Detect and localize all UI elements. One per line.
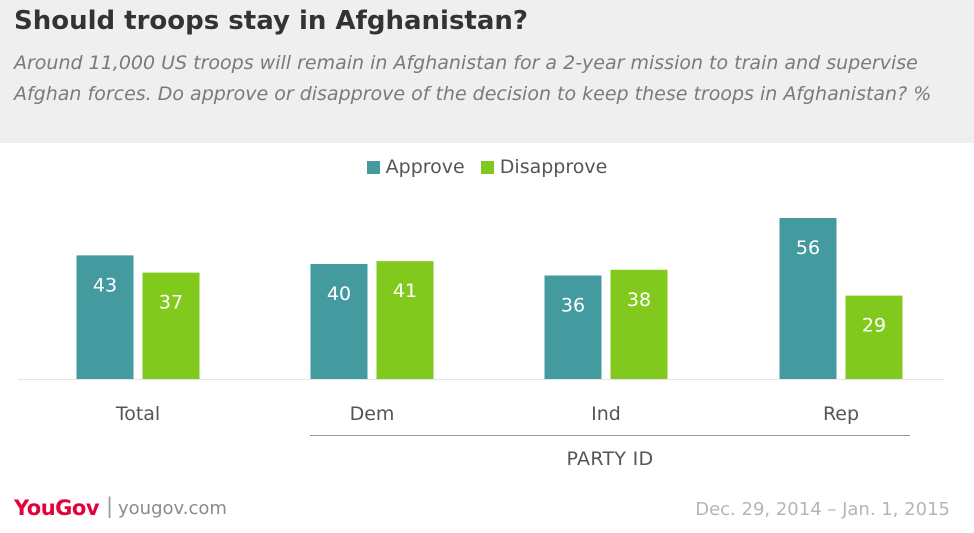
bar-approve-total [76, 255, 134, 379]
data-label-disapprove-ind: 38 [627, 289, 651, 311]
bar-disapprove-dem [376, 261, 434, 379]
data-label-approve-total: 43 [93, 274, 117, 296]
category-label-ind: Ind [591, 403, 621, 425]
legend-label-approve: Approve [385, 156, 465, 178]
footer-site-link[interactable]: yougov.com [118, 498, 227, 519]
bar-disapprove-rep [845, 295, 903, 379]
party-id-label: PARTY ID [566, 448, 654, 470]
category-label-dem: Dem [350, 403, 395, 425]
legend-item-approve: Approve [366, 156, 465, 178]
chart-header: Should troops stay in Afghanistan? Aroun… [0, 0, 974, 143]
data-label-approve-dem: 40 [327, 283, 351, 305]
bar-approve-ind [544, 275, 602, 379]
survey-date-range: Dec. 29, 2014 – Jan. 1, 2015 [695, 499, 950, 520]
category-label-total: Total [115, 403, 160, 425]
yougov-logo: YouGov [14, 496, 100, 520]
bar-approve-rep [779, 218, 837, 379]
legend-item-disapprove: Disapprove [480, 156, 608, 178]
bar-approve-dem [310, 264, 368, 379]
data-label-disapprove-dem: 41 [393, 280, 417, 302]
chart-title: Should troops stay in Afghanistan? [14, 6, 528, 36]
bar-disapprove-ind [610, 269, 668, 379]
bar-disapprove-total [142, 272, 200, 379]
legend-swatch-approve [366, 161, 380, 174]
legend-label-disapprove: Disapprove [499, 156, 608, 178]
chart-legend: Approve Disapprove [0, 156, 974, 178]
data-label-approve-rep: 56 [796, 237, 820, 259]
category-label-rep: Rep [823, 403, 859, 425]
bar-chart: 43 37 Total 40 41 Dem 36 38 Ind 56 29 Rep [18, 218, 944, 436]
chart-subtitle: Around 11,000 US troops will remain in A… [14, 52, 932, 105]
footer-separator: | [106, 494, 114, 518]
data-label-disapprove-rep: 29 [862, 315, 886, 337]
data-label-approve-ind: 36 [561, 295, 585, 317]
data-label-disapprove-total: 37 [159, 292, 183, 314]
legend-swatch-disapprove [480, 161, 494, 174]
